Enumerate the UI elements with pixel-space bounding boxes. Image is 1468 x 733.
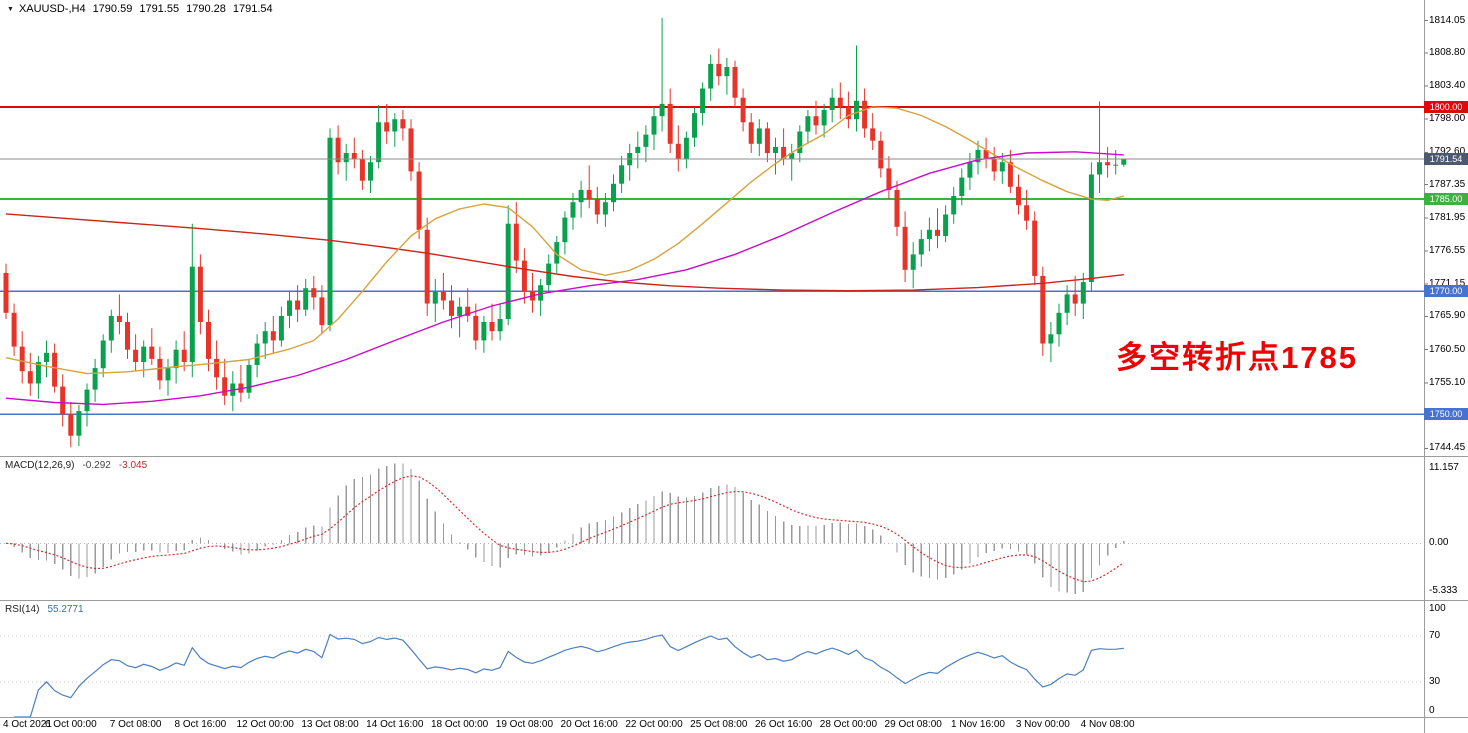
rsi-indicator-header: RSI(14) 55.2771 — [5, 604, 84, 615]
macd-indicator-header: MACD(12,26,9) -0.292 -3.045 — [5, 460, 147, 471]
time-axis-scale[interactable] — [0, 718, 1424, 733]
price-level-badge-1750: 1750.00 — [1424, 408, 1468, 421]
ohlc-low-value: 1790.28 — [186, 3, 226, 15]
ohlc-high-value: 1791.55 — [139, 3, 180, 15]
ohlc-close-value: 1791.54 — [232, 3, 273, 15]
rsi-line — [14, 633, 1124, 718]
macd-main-value: -0.292 — [82, 460, 111, 471]
price-level-badge-1770: 1770.00 — [1424, 285, 1468, 298]
candles-layer — [3, 17, 1127, 448]
macd-layer — [0, 463, 1425, 594]
level-lines — [0, 106, 1425, 416]
symbol-marker-icon: ▼ — [7, 5, 14, 13]
price-axis-scale[interactable] — [1425, 0, 1468, 717]
rsi-level-lines — [0, 635, 1425, 683]
ohlc-open-value: 1790.59 — [92, 3, 133, 15]
moving-averages-layer — [5, 106, 1124, 406]
macd-signal-line — [5, 475, 1125, 583]
chart-ohlc-header: ▼ XAUUSD-,H4 1790.59 1791.55 1790.28 179… — [7, 3, 273, 15]
macd-signal-value: -3.045 — [118, 460, 148, 471]
chart-annotation-text: 多空转折点1785 — [1116, 340, 1358, 375]
symbol-period-label: XAUUSD-,H4 — [18, 3, 86, 15]
price-level-badge-1785: 1785.00 — [1424, 193, 1468, 206]
macd-indicator-name: MACD(12,26,9) — [5, 460, 75, 471]
price-level-badge-1800: 1800.00 — [1424, 100, 1468, 113]
rsi-indicator-name: RSI(14) — [5, 604, 40, 615]
current-price-badge: 1791.54 — [1424, 152, 1468, 165]
rsi-value: 55.2771 — [47, 604, 84, 615]
